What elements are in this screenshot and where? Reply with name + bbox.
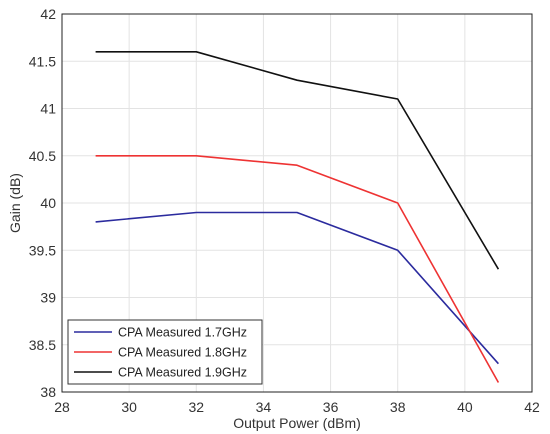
legend: CPA Measured 1.7GHz CPA Measured 1.8GHz CP…	[67, 319, 263, 385]
series-line-1	[95, 155, 500, 383]
y-tick-labels: 38 38.5 39 39.5 40 40.5 41 41.5 42	[29, 6, 56, 400]
y-tick-label: 42	[40, 6, 56, 22]
y-tick-label: 39	[40, 290, 56, 306]
y-tick-label: 39.5	[29, 242, 56, 258]
y-tick-label: 40.5	[29, 148, 56, 164]
series-line-2	[95, 50, 500, 270]
y-axis-label: Gain (dB)	[7, 173, 23, 233]
legend-entry-2: CPA Measured 1.9GHz	[118, 366, 247, 380]
y-tick-label: 41	[40, 101, 56, 117]
series-line-0	[95, 211, 499, 365]
plot-frame	[61, 13, 533, 393]
x-tick-label: 28	[54, 399, 70, 415]
x-tick-label: 30	[121, 399, 137, 415]
x-tick-label: 42	[524, 399, 540, 415]
legend-entry-0: CPA Measured 1.7GHz	[118, 326, 247, 340]
x-tick-label: 32	[188, 399, 204, 415]
y-tick-label: 40	[40, 195, 56, 211]
y-tick-label: 38.5	[29, 337, 56, 353]
x-tick-label: 40	[457, 399, 473, 415]
series-lines	[95, 50, 500, 383]
y-tick-label: 38	[40, 384, 56, 400]
x-tick-labels: 28 30 32 34 36 38 40 42	[54, 399, 540, 415]
x-axis-label: Output Power (dBm)	[233, 415, 361, 431]
x-tick-label: 36	[323, 399, 339, 415]
legend-entry-1: CPA Measured 1.8GHz	[118, 346, 247, 360]
x-tick-label: 34	[256, 399, 272, 415]
y-tick-label: 41.5	[29, 53, 56, 69]
x-tick-label: 38	[390, 399, 406, 415]
